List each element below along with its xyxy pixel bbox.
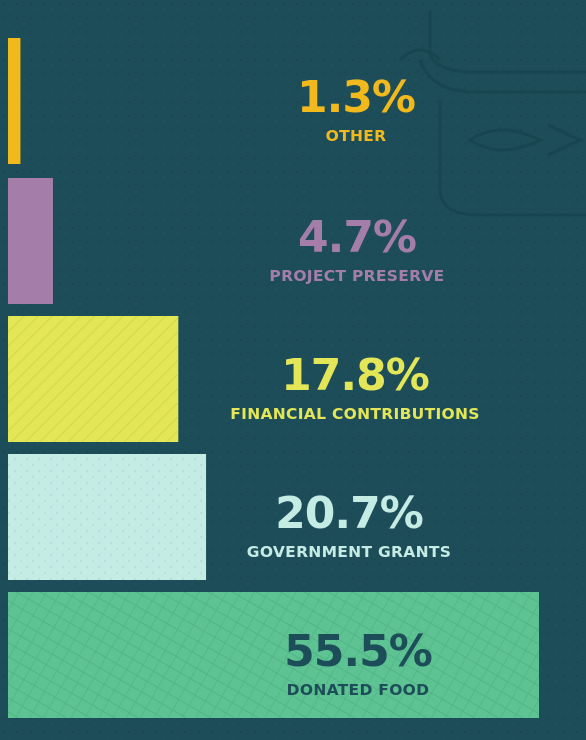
value-label-financial-contributions: 17.8% [281, 350, 429, 401]
bar-texture-government-grants [8, 454, 207, 580]
category-label-project-preserve: PROJECT PRESERVE [269, 267, 444, 285]
value-label-government-grants: 20.7% [275, 488, 423, 539]
value-label-donated-food: 55.5% [284, 626, 432, 677]
jar-icon [398, 10, 586, 217]
category-label-financial-contributions: FINANCIAL CONTRIBUTIONS [230, 405, 479, 423]
category-label-government-grants: GOVERNMENT GRANTS [247, 543, 451, 561]
category-label-donated-food: DONATED FOOD [287, 681, 430, 699]
bar-project-preserve [8, 178, 53, 304]
value-label-project-preserve: 4.7% [298, 212, 416, 263]
bar-other [8, 38, 21, 164]
value-label-other: 1.3% [297, 72, 415, 123]
bar-texture-donated-food [8, 592, 539, 718]
bar-texture-financial-contributions [8, 316, 179, 442]
category-label-other: OTHER [326, 127, 387, 145]
